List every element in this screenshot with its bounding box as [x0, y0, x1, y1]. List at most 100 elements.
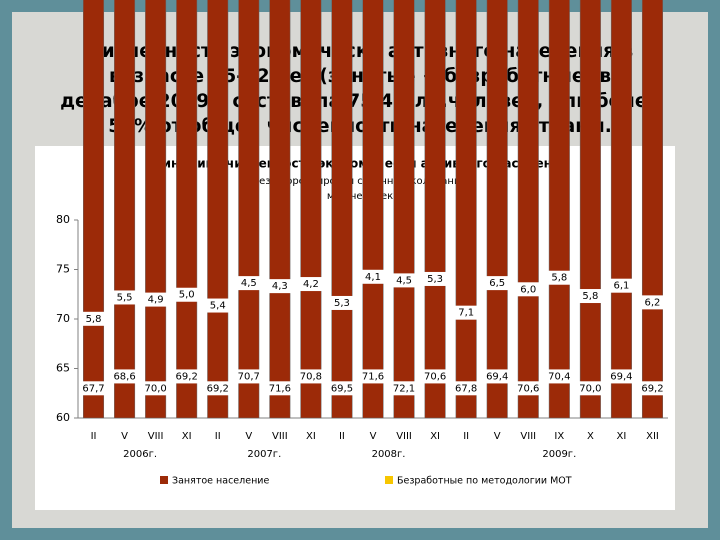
bar-segment: [517, 0, 539, 419]
slide-title: возрасте 15-72 лет (занятые + безработны…: [109, 66, 611, 87]
label-background: [110, 369, 139, 384]
group-label: 2006г.: [123, 449, 157, 460]
label-background: [423, 271, 448, 286]
data-label: 69,2: [207, 383, 229, 394]
data-label: 69,4: [610, 371, 632, 382]
bar-segment: [393, 0, 415, 419]
label-background: [607, 369, 636, 384]
data-label: 70,0: [144, 383, 166, 394]
label-background: [638, 381, 667, 396]
x-tick-label: II: [91, 431, 97, 442]
x-tick-label: VIII: [396, 431, 412, 442]
label-background: [516, 282, 541, 297]
legend-swatch: [385, 476, 393, 484]
chart-subtitle: млн.человек: [327, 191, 393, 202]
data-label: 6,0: [520, 284, 536, 295]
data-label: 5,3: [334, 298, 350, 309]
data-label: 4,3: [272, 281, 288, 292]
slide-title: 53% от общей численности населения стран…: [108, 116, 612, 137]
y-tick-label: 80: [56, 213, 70, 226]
y-tick-label: 70: [56, 312, 70, 325]
bar-segment: [114, 0, 136, 419]
label-background: [576, 381, 605, 396]
data-label: 70,4: [548, 371, 570, 382]
data-label: 4,2: [303, 279, 319, 290]
label-background: [485, 276, 510, 291]
label-background: [421, 369, 450, 384]
x-tick-label: XI: [306, 431, 316, 442]
data-label: 69,2: [641, 383, 663, 394]
data-label: 70,8: [300, 371, 322, 382]
y-tick-label: 60: [56, 411, 70, 424]
bar-segment: [486, 0, 508, 419]
legend-label: Безработные по методологии МОТ: [397, 476, 572, 487]
x-tick-label: XI: [182, 431, 192, 442]
label-background: [174, 287, 199, 302]
x-tick-label: VIII: [272, 431, 288, 442]
data-label: 6,5: [489, 278, 505, 289]
bar-segment: [362, 0, 384, 419]
group-label: 2008г.: [372, 449, 406, 460]
label-background: [327, 381, 356, 396]
data-label: 69,2: [176, 371, 198, 382]
label-background: [452, 381, 481, 396]
data-label: 5,4: [210, 301, 226, 312]
label-background: [547, 270, 572, 285]
data-label: 5,8: [551, 273, 567, 284]
group-label: 2007г.: [247, 449, 281, 460]
data-label: 71,6: [269, 383, 291, 394]
label-background: [545, 369, 574, 384]
label-background: [390, 381, 419, 396]
x-tick-label: V: [494, 431, 501, 442]
bar-segment: [238, 0, 260, 419]
data-label: 69,5: [331, 383, 353, 394]
label-background: [514, 381, 543, 396]
label-background: [609, 278, 634, 293]
label-background: [143, 292, 168, 307]
data-label: 70,6: [517, 383, 539, 394]
bar-segment: [455, 0, 477, 419]
data-label: 7,1: [458, 308, 474, 319]
bar-segment: [610, 0, 632, 419]
bar-segment: [207, 0, 229, 419]
label-background: [454, 305, 479, 320]
x-tick-label: VIII: [148, 431, 164, 442]
bar-segment: [424, 0, 446, 419]
label-background: [265, 381, 294, 396]
label-background: [298, 277, 323, 292]
x-tick-label: IX: [554, 431, 564, 442]
data-label: 6,2: [645, 297, 661, 308]
label-background: [359, 369, 387, 384]
data-label: 4,9: [148, 295, 164, 306]
bar-segment: [145, 0, 167, 419]
bar-segment: [176, 0, 198, 419]
data-label: 68,6: [113, 371, 135, 382]
x-tick-label: VIII: [520, 431, 536, 442]
data-label: 4,1: [365, 272, 381, 283]
data-label: 5,5: [117, 292, 133, 303]
bar-segment: [83, 0, 105, 419]
x-tick-label: V: [245, 431, 252, 442]
label-background: [81, 311, 106, 326]
x-tick-label: V: [121, 431, 128, 442]
data-label: 67,8: [455, 383, 477, 394]
data-label: 71,6: [362, 371, 384, 382]
data-label: 5,0: [179, 290, 195, 301]
legend-swatch: [160, 476, 168, 484]
x-tick-label: XII: [646, 431, 659, 442]
x-tick-label: II: [339, 431, 345, 442]
label-background: [483, 369, 512, 384]
data-label: 5,8: [582, 291, 598, 302]
data-label: 5,8: [86, 314, 102, 325]
label-background: [640, 295, 665, 310]
data-label: 6,1: [613, 281, 629, 292]
bar-segment: [579, 0, 601, 419]
data-label: 4,5: [396, 275, 412, 286]
legend-label: Занятое население: [172, 476, 269, 487]
label-background: [79, 381, 108, 396]
data-label: 70,7: [238, 371, 260, 382]
label-background: [267, 279, 292, 294]
chart-subtitle: (без корректировки сезонных колебаний): [249, 176, 471, 187]
x-tick-label: II: [215, 431, 221, 442]
